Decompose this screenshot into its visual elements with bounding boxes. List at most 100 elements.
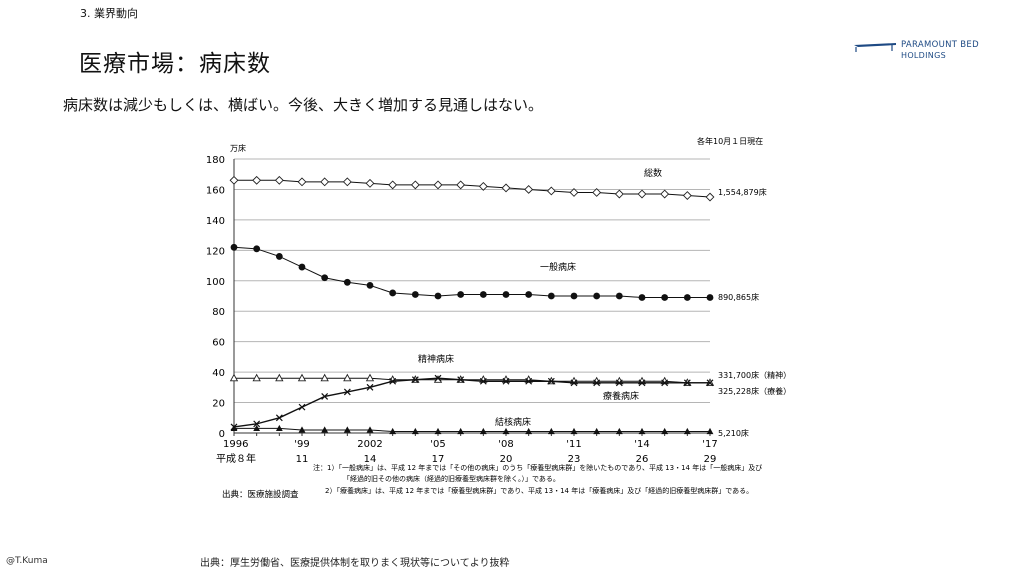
y-unit-label: 万床 (230, 143, 246, 153)
data-point (638, 379, 646, 387)
data-point (661, 379, 669, 387)
data-point (320, 373, 329, 382)
series-line-total (234, 179, 711, 198)
data-point (570, 379, 578, 387)
data-point (525, 427, 533, 435)
y-tick-label: 80 (212, 307, 225, 318)
data-point (593, 379, 601, 387)
as-of-note: 各年10月１日現在 (697, 136, 763, 146)
bed-logo-icon (854, 43, 896, 52)
footer-author: @T.Kuma (6, 556, 48, 566)
data-point (298, 403, 306, 411)
data-point (546, 186, 556, 196)
data-point (683, 379, 691, 387)
page-title: 医療市場：病床数 (79, 51, 271, 77)
y-tick-label: 160 (206, 185, 225, 196)
data-point (638, 427, 646, 435)
data-point (343, 388, 351, 396)
data-point (275, 373, 284, 382)
data-point (321, 274, 329, 282)
data-point (321, 426, 329, 433)
y-tick-label: 20 (212, 399, 225, 410)
data-point (502, 377, 510, 385)
data-point (366, 281, 374, 289)
x-tick-label: '99 (294, 439, 309, 450)
end-label-psych: 331,700床（精神） (718, 370, 791, 380)
data-point (342, 177, 352, 187)
data-point (252, 175, 262, 185)
data-point (479, 291, 487, 298)
x-tick-label: '17 (702, 439, 717, 450)
data-point (592, 188, 602, 197)
chart-source-note: 出典：医療施設調査 (222, 489, 299, 500)
series-care (230, 374, 714, 431)
data-point (230, 243, 238, 251)
data-point (637, 189, 647, 199)
series-name-care: 療養病床 (603, 390, 639, 402)
y-tick-label: 140 (206, 216, 225, 227)
data-point (705, 192, 715, 202)
data-point (365, 178, 375, 188)
data-point (274, 175, 284, 185)
data-point (525, 377, 533, 385)
data-point (275, 424, 283, 432)
data-point (615, 292, 623, 300)
data-point (638, 294, 646, 301)
logo-text-line2: HOLDINGS (901, 51, 946, 60)
data-point (343, 426, 351, 433)
data-point (253, 424, 261, 432)
data-point (434, 427, 442, 435)
data-point (501, 183, 511, 193)
data-point (252, 373, 261, 382)
series-name-general: 一般病床 (540, 261, 576, 273)
data-point (343, 373, 352, 382)
data-point (706, 294, 714, 301)
data-point (343, 278, 351, 286)
data-point (434, 374, 442, 382)
data-point (547, 292, 555, 300)
data-point (457, 376, 465, 384)
data-point (230, 424, 238, 432)
series-line-tb (234, 427, 710, 432)
data-point (411, 291, 419, 298)
data-point (706, 427, 714, 435)
data-point (253, 420, 261, 428)
end-label-tb: 5,210床 (718, 428, 749, 438)
data-point (682, 191, 692, 200)
data-point (275, 414, 283, 422)
data-point (502, 427, 510, 435)
x-tick-label: '08 (498, 439, 513, 450)
data-point (479, 427, 487, 435)
data-point (502, 291, 510, 298)
x-tick-sublabel: 11 (296, 454, 309, 465)
x-tick-sublabel: 26 (636, 454, 649, 465)
data-point (683, 427, 691, 435)
data-point (298, 263, 306, 271)
data-point (661, 427, 669, 435)
page-subtitle: 病床数は減少もしくは、横ばい。今後、大きく増加する見通しはない。 (63, 96, 544, 114)
data-point (457, 291, 465, 298)
data-point (661, 294, 669, 301)
data-point (253, 245, 261, 253)
chart-note-1b: 「経過的旧その他の病床（経過的旧療養型病床群を除く。）」である。 (343, 474, 560, 483)
footer-source: 出典：厚生労働省、医療提供体制を取りまく現状等についてより抜粋 (200, 558, 510, 569)
data-point (524, 185, 534, 194)
x-tick-label: 2002 (357, 439, 382, 450)
y-tick-label: 0 (219, 429, 225, 440)
data-point (433, 180, 443, 190)
data-point (320, 177, 330, 187)
data-point (410, 180, 420, 190)
y-tick-label: 180 (206, 155, 225, 166)
data-point (593, 292, 601, 300)
data-point (229, 175, 239, 185)
series-total (229, 175, 715, 202)
data-point (389, 289, 397, 297)
data-point (570, 427, 578, 435)
data-point (457, 427, 465, 435)
x-tick-label: '05 (430, 439, 445, 450)
series-tb (230, 424, 714, 435)
data-point (479, 377, 487, 385)
data-point (297, 177, 307, 187)
data-point (569, 188, 579, 197)
